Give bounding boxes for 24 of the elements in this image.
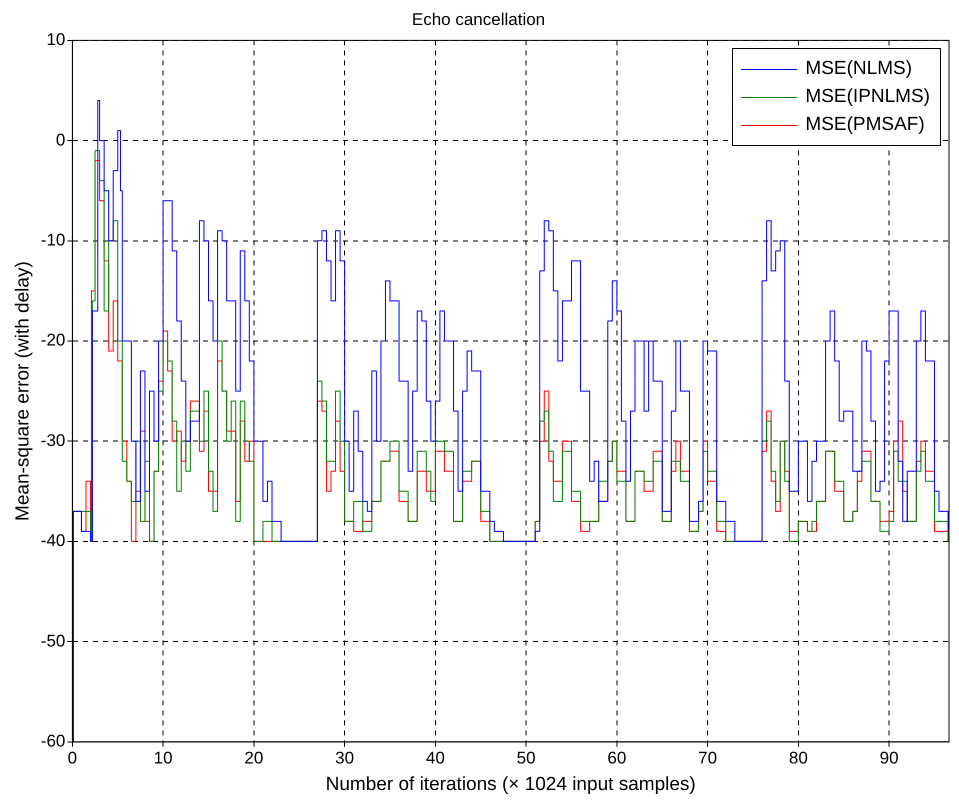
x-tick-label: 50 [516,748,536,768]
legend-label: MSE(PMSAF) [805,114,925,136]
y-tick-label: -20 [40,330,66,350]
y-tick-label: -50 [40,631,66,650]
y-tick-label: -40 [40,531,66,550]
x-axis-title: Number of iterations (× 1024 input samples) [326,774,696,795]
chart-title: Echo cancellation [412,10,546,29]
x-tick-label: 20 [244,748,264,768]
y-tick-label: -30 [40,430,66,450]
legend-label: MSE(IPNLMS) [805,86,930,108]
y-axis-title: Mean-square error (with delay) [12,261,34,521]
y-tick-label: -60 [40,731,66,750]
y-tick-label: -10 [40,230,66,250]
x-tick-label: 10 [154,748,173,768]
x-tick-label: 0 [68,748,78,768]
x-tick-label: 30 [335,748,354,768]
y-tick-label: 0 [56,130,66,150]
x-tick-label: 40 [426,748,445,768]
legend-label: MSE(NLMS) [805,58,912,80]
y-tick-label: 10 [46,30,66,50]
x-tick-label: 70 [698,748,718,768]
x-tick-label: 80 [788,748,808,768]
x-tick-label: 60 [607,748,626,768]
x-tick-label: 90 [880,748,899,768]
